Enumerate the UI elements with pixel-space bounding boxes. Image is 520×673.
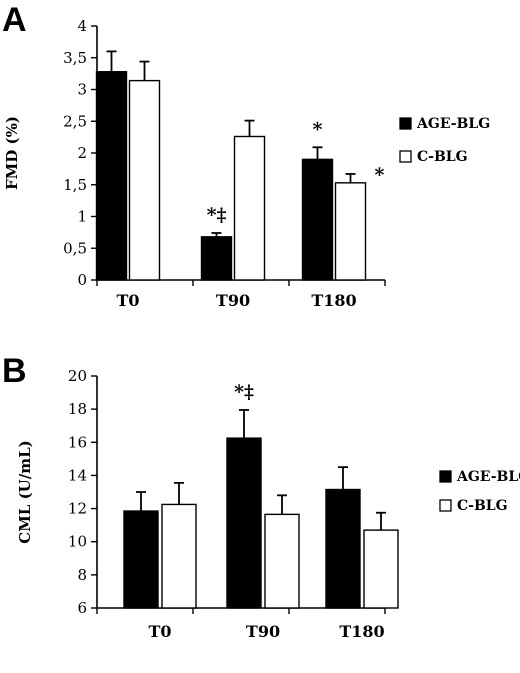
y-tick-label: 0 <box>77 271 87 289</box>
panel-letter: A <box>2 1 27 39</box>
x-tick-label: T180 <box>339 622 384 641</box>
y-tick-label: 1,5 <box>63 176 87 194</box>
legend-label: C-BLG <box>457 498 508 514</box>
significance-marker: * <box>375 164 385 186</box>
y-tick-label: 14 <box>68 466 87 484</box>
bar-age-blg-t180 <box>301 158 334 281</box>
x-tick-label: T180 <box>311 291 356 310</box>
x-tick-label: T90 <box>216 291 250 310</box>
x-tick-label: T0 <box>148 622 171 641</box>
x-tick-label: T90 <box>246 622 280 641</box>
legend-swatch-age-blg <box>399 117 412 130</box>
significance-marker: *‡ <box>207 204 227 226</box>
legend-swatch-age-blg <box>439 470 452 483</box>
legend-swatch-c-blg <box>439 499 452 512</box>
y-tick-label: 8 <box>77 566 87 584</box>
legend-label: AGE-BLG <box>416 116 490 132</box>
y-tick-label: 20 <box>68 367 87 385</box>
significance-marker: * <box>313 118 323 140</box>
y-axis-label: FMD (%) <box>3 116 21 190</box>
x-tick-label: T0 <box>116 291 139 310</box>
significance-marker: *‡ <box>234 381 254 403</box>
chart-panel-a: A 0 0,5 1 1,5 2 2,5 3 3,5 4 FMD (%) T0 T90 T180 *‡ * * AG… <box>2 1 490 310</box>
chart-panel-b: B 6 8 10 12 14 16 18 20 CML (U/mL) T0 T90 T180 *‡ AGE-… <box>2 352 520 641</box>
bar-age-blg-t90 <box>200 236 233 281</box>
y-tick-label: 3 <box>77 81 87 99</box>
legend-label: C-BLG <box>417 149 468 165</box>
legend-swatch-c-blg <box>399 150 412 163</box>
bar-c-blg-t180 <box>334 182 367 281</box>
y-tick-label: 16 <box>68 433 87 451</box>
y-axis-label: CML (U/mL) <box>16 440 34 543</box>
y-tick-label: 2 <box>77 144 87 162</box>
y-tick-label: 3,5 <box>63 49 87 67</box>
y-tick-label: 6 <box>77 599 87 617</box>
bar-c-blg-t180 <box>363 529 399 609</box>
y-tick-label: 2,5 <box>63 112 87 130</box>
y-tick-label: 4 <box>77 17 87 35</box>
y-tick-label: 12 <box>68 500 87 518</box>
bar-c-blg-t90 <box>264 513 300 609</box>
bar-age-blg-t90 <box>226 437 262 609</box>
y-tick-label: 18 <box>68 400 87 418</box>
bar-c-blg-t0 <box>128 79 161 281</box>
bar-c-blg-t0 <box>161 503 197 609</box>
legend-label: AGE-BLG <box>456 469 520 485</box>
bar-c-blg-t90 <box>233 135 266 281</box>
bar-age-blg-t0 <box>123 510 159 609</box>
y-tick-label: 0,5 <box>63 239 87 257</box>
bar-age-blg-t180 <box>325 488 361 609</box>
panel-letter: B <box>2 352 27 390</box>
y-tick-label: 1 <box>77 208 87 226</box>
bar-age-blg-t0 <box>95 71 128 281</box>
y-tick-label: 10 <box>68 533 87 551</box>
